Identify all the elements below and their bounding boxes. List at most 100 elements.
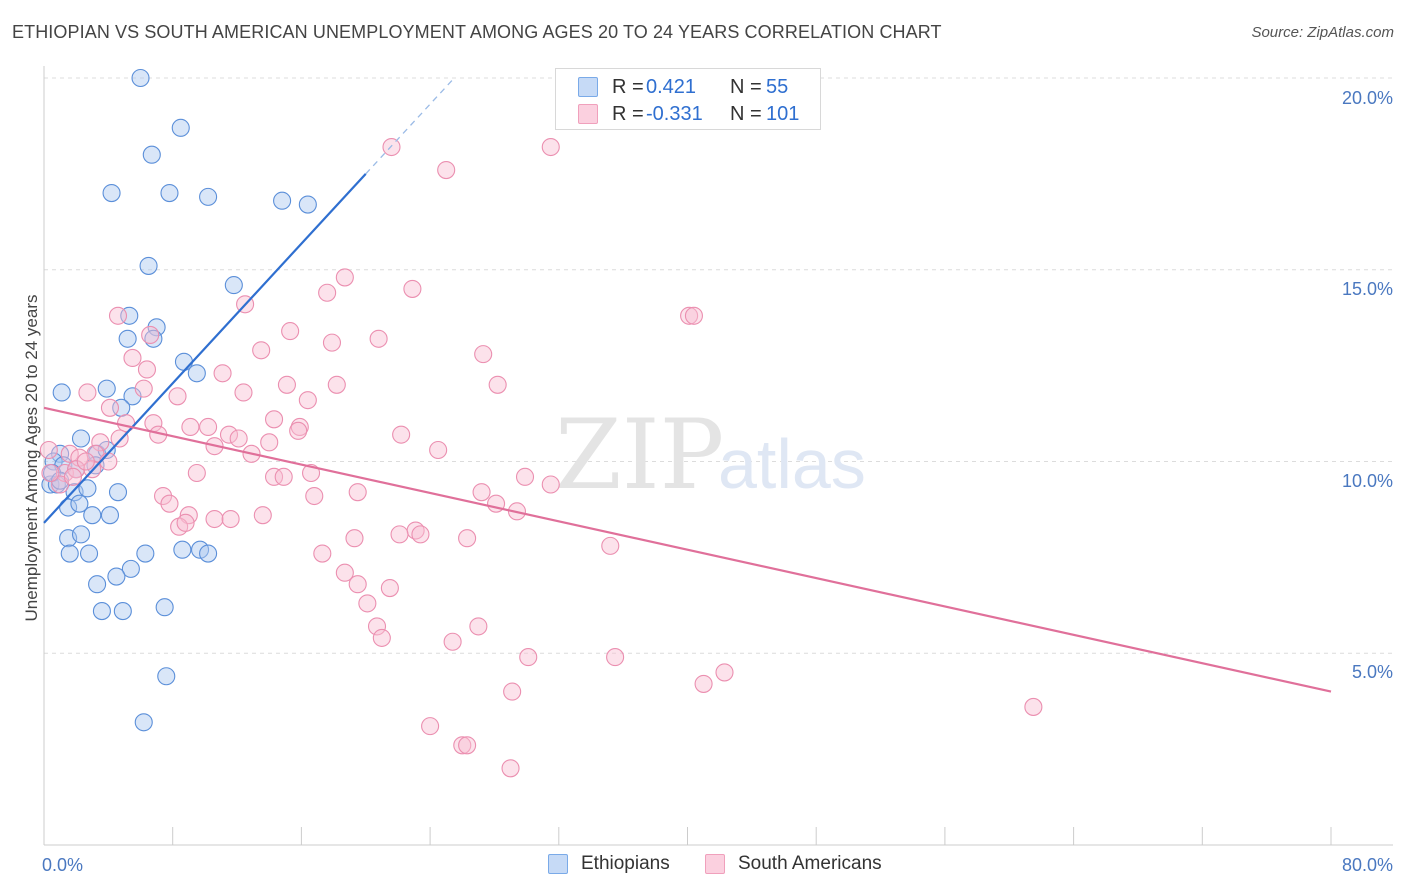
south-american-point	[123, 348, 142, 368]
south-american-point	[327, 375, 346, 394]
south-american-point	[382, 137, 401, 157]
correlation-legend: R = 0.421 N = 55 R = -0.331 N = 101	[555, 68, 821, 130]
south-american-point	[453, 736, 472, 755]
n-label: N =	[730, 103, 762, 125]
south-american-point	[421, 717, 440, 736]
south-american-point	[541, 137, 560, 157]
south-american-point	[392, 425, 411, 444]
south-american-point	[219, 425, 239, 444]
ethiopian-point	[142, 145, 161, 164]
south-american-point	[348, 575, 367, 594]
n-label: N =	[730, 76, 762, 98]
south-american-point	[221, 509, 240, 529]
ethiopian-point	[160, 184, 179, 203]
ethiopian-point	[147, 318, 166, 337]
south-american-point	[229, 429, 248, 448]
n-value: 55	[766, 76, 789, 98]
r-value: -0.331	[646, 103, 703, 125]
ethiopian-trend-line	[43, 173, 367, 524]
ethiopian-point	[97, 379, 116, 398]
ethiopian-point	[199, 187, 218, 206]
south-american-point	[78, 383, 97, 402]
south-american-point	[289, 421, 308, 440]
south-american-point	[281, 322, 300, 341]
ethiopian-point	[71, 429, 91, 448]
south-american-point	[715, 663, 734, 682]
south-american-point	[515, 467, 535, 486]
south-american-point	[443, 632, 462, 651]
south-american-point	[458, 529, 477, 548]
ethiopian-point	[155, 598, 174, 617]
legend-swatch	[578, 104, 598, 124]
ethiopian-point	[44, 452, 63, 471]
legend-label: South Americans	[738, 853, 882, 874]
south-american-point	[110, 429, 129, 448]
ethiopian-point	[92, 602, 111, 621]
south-american-point	[488, 375, 507, 394]
r-label: R =	[612, 103, 644, 125]
south-american-point	[63, 467, 83, 486]
south-american-point	[437, 160, 456, 180]
ethiopian-point	[131, 68, 150, 88]
south-american-point	[260, 433, 279, 452]
south-american-point	[176, 513, 195, 532]
ethiopian-trend-extension	[365, 77, 455, 175]
trend-lines	[43, 77, 1332, 693]
south-american-point	[141, 325, 160, 344]
south-american-point	[160, 494, 179, 513]
ethiopian-point	[121, 559, 140, 578]
y-tick-label: 20.0%	[1342, 88, 1393, 108]
watermark-atlas: atlas	[718, 425, 866, 503]
south-american-point	[313, 544, 332, 563]
ethiopian-point	[70, 494, 89, 513]
south-american-point	[367, 617, 387, 636]
south-american-point	[348, 483, 367, 502]
y-tick-label: 5.0%	[1352, 662, 1393, 682]
south-american-point	[265, 467, 284, 486]
south-american-point	[322, 333, 342, 352]
axes	[43, 66, 1393, 846]
legend-swatch	[705, 854, 725, 874]
ethiopian-point	[88, 575, 107, 594]
r-value: 0.421	[646, 76, 697, 98]
ethiopian-point	[60, 544, 79, 563]
ethiopian-point	[298, 195, 317, 214]
south-american-point	[503, 682, 522, 701]
legend-swatch	[548, 854, 568, 874]
south-american-point	[187, 463, 206, 483]
ethiopian-point	[139, 256, 158, 275]
south-american-point	[199, 417, 218, 437]
ethiopian-point	[171, 118, 190, 137]
south-american-point	[213, 364, 232, 383]
south-american-point	[274, 467, 293, 486]
south-american-point	[519, 648, 538, 667]
south-american-point	[168, 387, 187, 406]
south-american-point	[205, 509, 224, 529]
south-american-point	[41, 463, 60, 483]
south-american-point	[372, 628, 391, 647]
ethiopian-point	[173, 540, 192, 559]
south-american-trend-line	[43, 406, 1332, 693]
south-american-point	[472, 483, 491, 502]
source-label: Source: ZipAtlas.com	[1251, 24, 1394, 41]
south-american-point	[403, 279, 422, 298]
grid-lines	[44, 77, 1393, 654]
south-american-point	[252, 341, 271, 360]
south-american-point	[108, 306, 128, 325]
ethiopian-point	[187, 364, 206, 383]
south-american-point	[335, 563, 354, 582]
south-american-point	[358, 594, 377, 613]
south-american-point	[116, 414, 136, 433]
ethiopian-point	[51, 444, 70, 463]
x-tick-label: 0.0%	[42, 855, 83, 875]
y-tick-label: 15.0%	[1342, 279, 1393, 299]
legend-label: Ethiopians	[581, 853, 670, 874]
ethiopian-point	[108, 483, 128, 502]
south-american-point	[601, 536, 620, 555]
south-american-point	[318, 283, 337, 302]
ethiopian-point	[134, 713, 153, 732]
ethiopian-point	[102, 184, 121, 203]
south-american-point	[99, 452, 118, 471]
r-label: R =	[612, 76, 644, 98]
